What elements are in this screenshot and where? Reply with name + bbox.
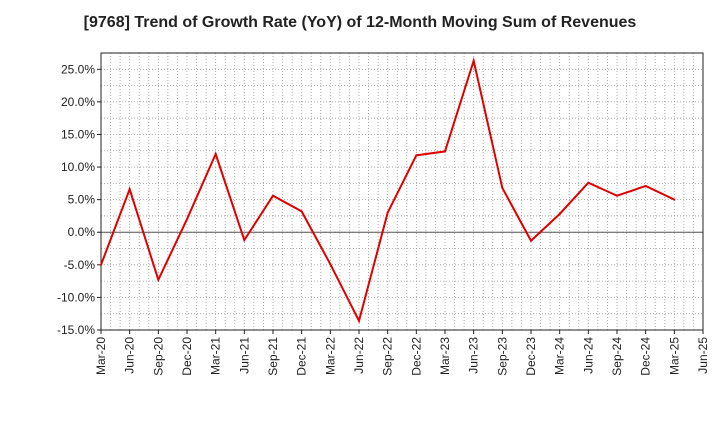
y-tick-label: 15.0% [61,127,95,141]
x-tick-label: Jun-25 [696,337,710,374]
data-point [587,181,590,184]
x-tick-label: Mar-24 [553,337,567,375]
x-tick-label: Dec-24 [639,337,653,376]
x-tick-label: Jun-22 [352,337,366,374]
x-tick-label: Jun-21 [237,337,251,374]
data-point [157,278,160,281]
data-point [272,194,274,197]
data-point [673,198,676,201]
x-tick-label: Dec-23 [524,337,538,376]
series-layer [100,56,676,324]
grid-lines [101,52,703,331]
x-tick-label: Mar-23 [438,337,452,375]
data-point [530,239,532,242]
x-tick-label: Sep-23 [495,337,509,376]
x-tick-label: Sep-24 [610,337,624,376]
x-tick-labels: Mar-20 Jun-20 Sep-20 Dec-20 Mar-21 Jun-21 Sep-… [94,337,710,376]
data-point [358,319,360,322]
data-point [644,184,647,187]
y-tick-label: -10.0% [57,290,95,304]
y-tick-label: -5.0% [64,258,96,272]
data-point [415,154,418,157]
data-point [472,59,475,62]
y-tick-label: 5.0% [68,193,96,207]
data-point [128,188,131,191]
y-tick-labels: 25.0% 20.0% 15.0% 10.0% 5.0% 0.0% -5.0% -10.0% -… [57,62,95,337]
y-tick-label: 20.0% [61,95,95,109]
chart-title: [9768] Trend of Growth Rate (YoY) of 12-… [83,14,637,31]
y-tick-label: 10.0% [61,160,95,174]
x-tick-label: Jun-24 [581,337,595,374]
data-point [501,186,504,189]
data-point [444,150,446,153]
x-tick-label: Sep-20 [151,337,165,376]
x-tick-label: Dec-20 [180,337,194,376]
plot-frame [100,52,704,331]
data-point [186,218,188,221]
data-point [100,263,102,266]
data-point [300,210,303,213]
data-point [329,263,332,266]
axes [97,52,704,334]
x-tick-label: Mar-21 [209,337,223,375]
x-tick-label: Jun-23 [467,337,481,374]
data-point [616,194,618,197]
x-tick-label: Jun-20 [123,337,137,374]
y-tick-label: 0.0% [68,225,96,239]
y-tick-label: -15.0% [57,323,95,337]
data-point [214,153,217,156]
x-tick-label: Sep-21 [266,337,280,376]
data-point [386,211,389,214]
x-tick-label: Dec-21 [295,337,309,376]
x-tick-label: Mar-20 [94,337,108,375]
x-tick-label: Dec-22 [409,337,423,376]
x-tick-label: Mar-25 [667,337,681,375]
data-point [558,212,561,215]
data-point [243,239,246,242]
x-tick-label: Sep-22 [381,337,395,376]
x-tick-label: Mar-22 [323,337,337,375]
y-tick-label: 25.0% [61,62,95,76]
